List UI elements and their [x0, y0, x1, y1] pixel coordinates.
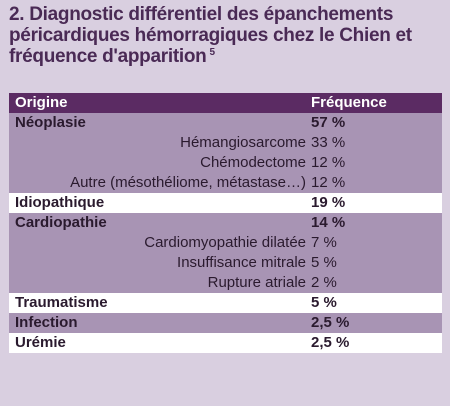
figure-title: 2. Diagnostic différentiel des épancheme…	[9, 4, 445, 67]
title-text: 2. Diagnostic différentiel des épancheme…	[9, 4, 412, 67]
row-origin: Idiopathique	[15, 194, 105, 211]
row-origin: Traumatisme	[15, 294, 108, 311]
row-frequency: 19 %	[311, 194, 346, 211]
table-row: Cardiomyopathie dilatée 7 %	[9, 233, 442, 253]
row-origin: Chémodectome	[200, 154, 306, 171]
row-origin: Infection	[15, 314, 78, 331]
row-frequency: 14 %	[311, 214, 346, 231]
row-frequency: 2,5 %	[311, 334, 350, 351]
row-origin: Urémie	[15, 334, 66, 351]
table-row: Infection 2,5 %	[9, 313, 442, 333]
table-row: Idiopathique 19 %	[9, 193, 442, 213]
row-origin: Cardiopathie	[15, 214, 107, 231]
row-frequency: 57 %	[311, 114, 346, 131]
header-frequency: Fréquence	[311, 94, 387, 111]
row-origin: Cardiomyopathie dilatée	[144, 234, 306, 251]
table-row: Insuffisance mitrale 5 %	[9, 253, 442, 273]
table-header-row: Origine Fréquence	[9, 93, 442, 113]
table-row: Traumatisme 5 %	[9, 293, 442, 313]
row-origin: Rupture atriale	[207, 274, 306, 291]
row-frequency: 12 %	[311, 174, 346, 191]
table-row: Chémodectome 12 %	[9, 153, 442, 173]
frequency-table: Origine Fréquence Néoplasie 57 % Hémangi…	[9, 93, 442, 353]
row-frequency: 7 %	[311, 234, 337, 251]
row-origin: Néoplasie	[15, 114, 86, 131]
row-origin: Autre (mésothéliome, métastase…)	[70, 174, 306, 191]
table-row: Autre (mésothéliome, métastase…) 12 %	[9, 173, 442, 193]
row-frequency: 12 %	[311, 154, 346, 171]
table-row: Néoplasie 57 %	[9, 113, 442, 133]
row-origin: Hémangiosarcome	[180, 134, 306, 151]
table-row: Hémangiosarcome 33 %	[9, 133, 442, 153]
row-frequency: 2,5 %	[311, 314, 350, 331]
header-origin: Origine	[15, 94, 68, 111]
table-row: Cardiopathie 14 %	[9, 213, 442, 233]
row-frequency: 5 %	[311, 254, 337, 271]
row-frequency: 2 %	[311, 274, 337, 291]
title-reference: 5	[209, 46, 215, 58]
table-row: Urémie 2,5 %	[9, 333, 442, 353]
row-frequency: 33 %	[311, 134, 346, 151]
row-origin: Insuffisance mitrale	[177, 254, 306, 271]
row-frequency: 5 %	[311, 294, 337, 311]
table-row: Rupture atriale 2 %	[9, 273, 442, 293]
